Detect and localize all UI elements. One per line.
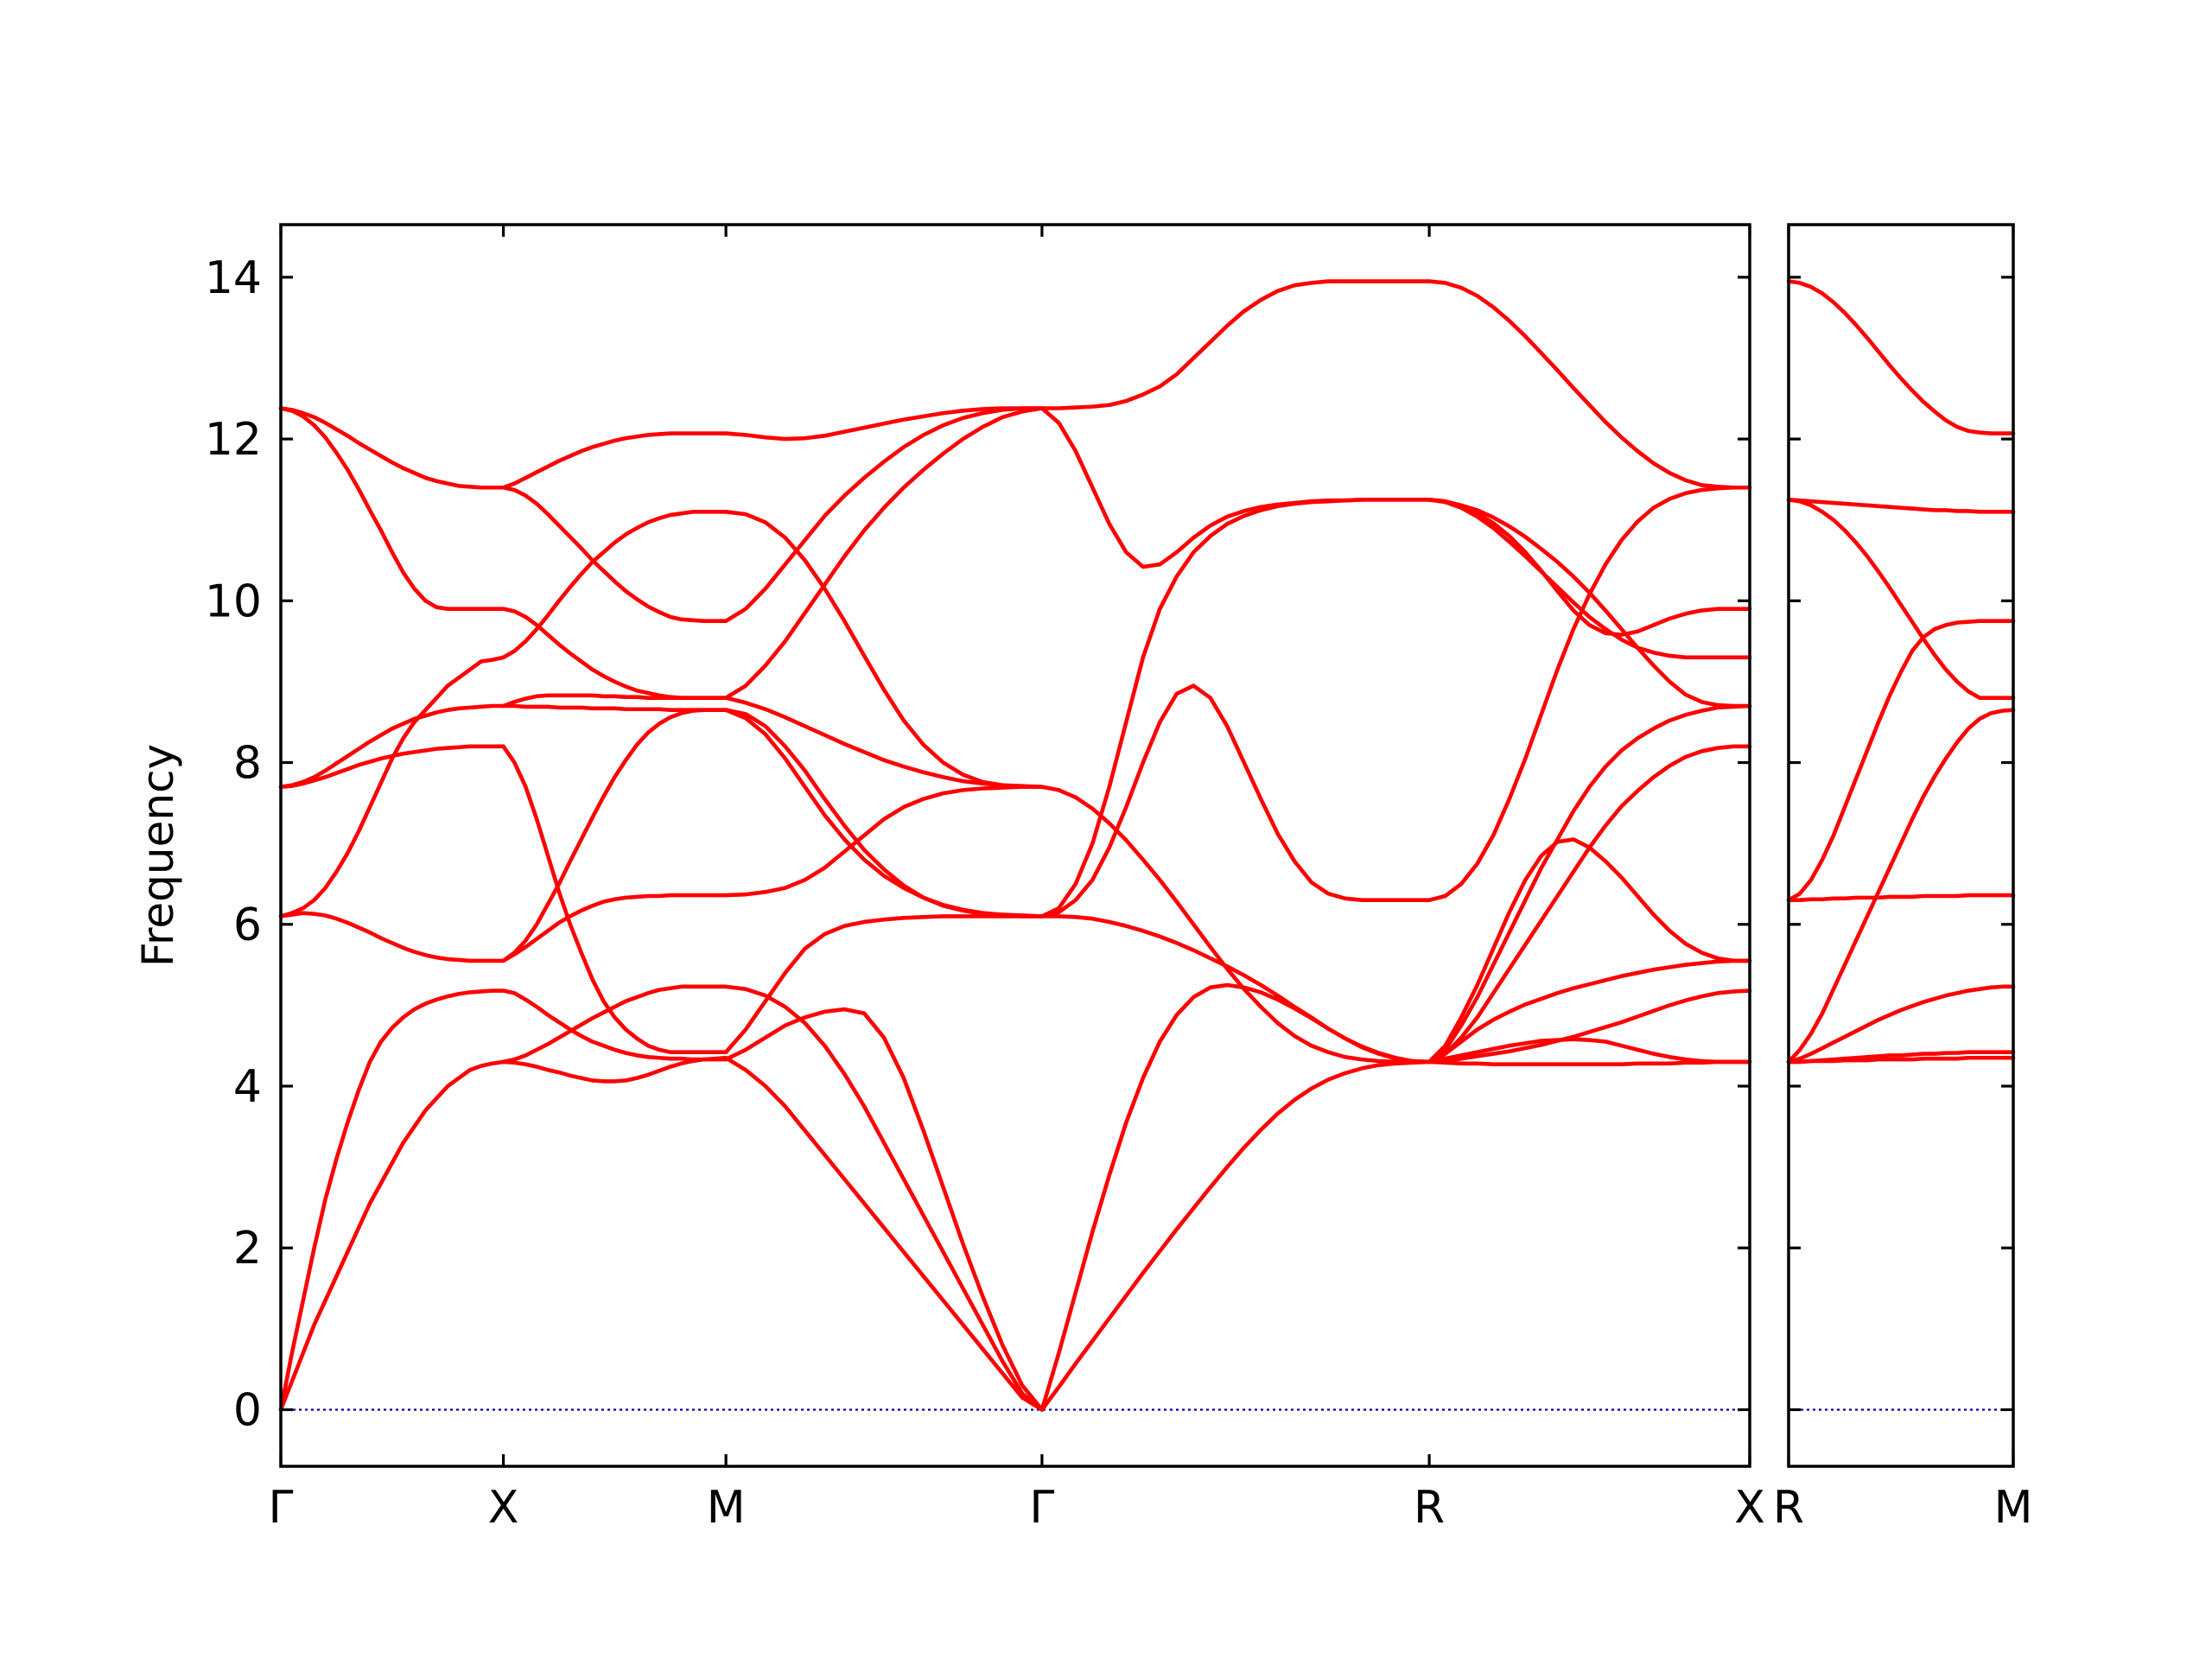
panel-1-segment-3-band-2 <box>723 984 1045 1412</box>
panel-1-segment-3-band-7 <box>723 708 1045 918</box>
ytick-label-12: 12 <box>205 414 262 466</box>
ytick-label-10: 10 <box>205 575 262 627</box>
panel-1-segment-5-band-12 <box>1427 279 1752 490</box>
panel-1-segment-5-band-7 <box>1427 703 1752 1065</box>
panel-2-segment-1-band-3 <box>1786 984 2016 1065</box>
panel-2-axes-frame <box>1787 223 2015 1468</box>
ytick-label-0: 0 <box>233 1384 262 1436</box>
panel-1-xtick-label-6: X <box>1734 1482 1765 1534</box>
panel-1-segment-2-band-5 <box>501 708 728 963</box>
panel-1-segment-4-band-6 <box>1039 497 1432 918</box>
panel-1-segment-4-band-3 <box>1039 914 1432 1065</box>
panel-1-segment-1-band-7 <box>278 406 505 611</box>
panel-1-segment-5-band-10 <box>1427 497 1752 660</box>
panel-1-segment-3-band-3 <box>723 1007 1045 1412</box>
panel-1-xtick-label-1: Γ <box>269 1482 294 1534</box>
panel-1-segment-2-band-6 <box>501 744 728 1054</box>
panel-1-segment-5-band-2 <box>1427 1037 1752 1065</box>
panel-2-xtick-label-2: M <box>1994 1482 2033 1534</box>
panel-1-segment-1-band-1 <box>278 1059 505 1412</box>
ytick-label-14: 14 <box>205 252 262 304</box>
panel-1-segment-1-band-6 <box>278 703 505 789</box>
panel-2-segment-1-band-9 <box>1786 279 2016 435</box>
panel-1-segment-1-band-8 <box>278 406 505 490</box>
panel-1-segment-2-band-3 <box>501 988 728 1062</box>
panel-1-segment-2-band-1 <box>501 1055 728 1084</box>
panel-1-xtick-label-5: R <box>1414 1482 1445 1534</box>
panel-1-segment-3-band-10 <box>723 510 1045 789</box>
panel-2-xtick-label-1: R <box>1773 1482 1804 1534</box>
panel-1-axes-frame <box>279 223 1751 1468</box>
ytick-label-8: 8 <box>233 738 262 790</box>
panel-1-segment-4-band-7 <box>1039 406 1432 569</box>
panel-2-segment-1-band-5 <box>1786 893 2016 902</box>
ytick-label-2: 2 <box>233 1223 262 1274</box>
panel-1-segment-4-band-5 <box>1039 683 1432 918</box>
panel-1-segment-3-band-11 <box>723 406 1045 624</box>
panel-2-segment-1-band-8 <box>1786 497 2016 700</box>
panel-1-segment-5-band-3 <box>1427 988 1752 1065</box>
panel-1-xtick-label-3: M <box>707 1482 746 1534</box>
ytick-label-6: 6 <box>233 899 262 951</box>
panel-2-segment-1-band-7 <box>1786 497 2016 514</box>
panel-1-segment-2-band-10 <box>501 510 728 660</box>
panel-1-segment-1-band-2 <box>278 988 505 1412</box>
panel-2-segment-1-band-2 <box>1786 1050 2016 1065</box>
panel-1-segment-3-band-12 <box>723 406 1045 442</box>
panel-1-segment-5-band-8 <box>1427 485 1752 902</box>
panel-1-segment-1-band-4 <box>278 655 505 918</box>
panel-1-segment-2-band-7 <box>501 703 728 712</box>
panel-1-segment-5-band-4 <box>1427 958 1752 1065</box>
panel-2-segment-1-band-6 <box>1786 619 2016 902</box>
panel-1-segment-3-band-6 <box>723 708 1045 918</box>
panel-2-segment-1-band-4 <box>1786 708 2016 1065</box>
bands-layer <box>278 279 2016 1412</box>
panel-1-segment-2-band-4 <box>501 893 728 963</box>
panel-1-segment-1-band-5 <box>278 744 505 789</box>
y-axis-title: Frequency <box>133 744 183 967</box>
panel-1-segment-1-band-3 <box>278 911 505 963</box>
panel-1-segment-4-band-8 <box>1039 279 1432 410</box>
panel-1-xtick-label-4: Γ <box>1029 1482 1054 1534</box>
panel-1-segment-2-band-12 <box>501 431 728 490</box>
panel-1-segment-3-band-1 <box>723 1055 1045 1412</box>
panel-1-segment-4-band-4 <box>1039 785 1432 1065</box>
panel-1-segment-5-band-1 <box>1427 1059 1752 1067</box>
panel-1-segment-5-band-11 <box>1427 497 1752 709</box>
ytick-label-4: 4 <box>233 1061 262 1113</box>
panel-1-segment-3-band-9 <box>723 406 1045 700</box>
panel-1-segment-5-band-6 <box>1427 744 1752 1065</box>
panel-1-segment-5-band-9 <box>1427 497 1752 637</box>
panel-1-segment-2-band-9 <box>501 607 728 700</box>
panel-1-segment-3-band-4 <box>723 785 1045 898</box>
panel-1-xtick-label-2: X <box>488 1482 519 1534</box>
panel-1-segment-4-band-2 <box>1039 982 1432 1412</box>
panel-1-segment-2-band-2 <box>501 984 728 1065</box>
panel-1-segment-2-band-11 <box>501 485 728 624</box>
panel-1-segment-4-band-1 <box>1039 1059 1432 1412</box>
